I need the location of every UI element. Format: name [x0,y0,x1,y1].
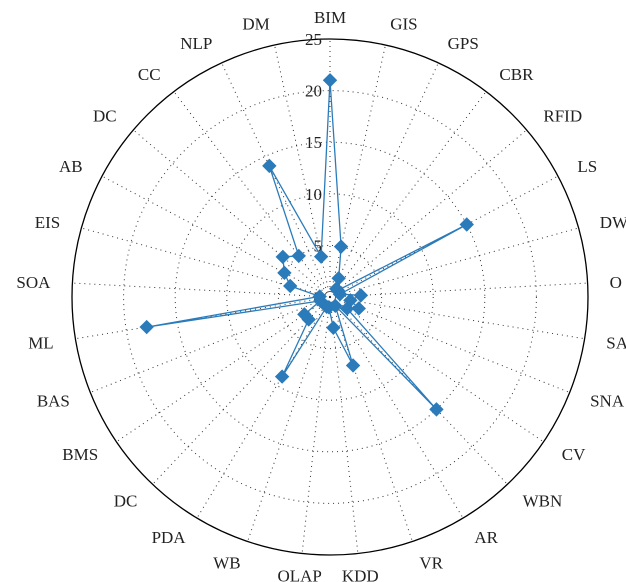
radial-tick-labels: 0510152025 [305,30,322,307]
outer-border [71,38,589,556]
category-label: CV [562,445,586,464]
r-tick-label: 10 [305,185,322,204]
category-label: BAS [37,392,70,411]
category-label: KDD [342,566,379,582]
category-label: GIS [390,15,417,34]
data-point [275,249,291,265]
category-label: AR [474,528,498,547]
grid-spoke [329,175,559,298]
grid-ring [277,244,383,350]
data-point [339,301,355,316]
data-point [274,369,290,384]
category-label: CC [138,65,161,84]
grid-spoke [72,282,331,298]
grid-spoke [274,44,331,298]
category-label: DM [242,15,269,34]
data-point [322,73,338,88]
grid-spoke [329,44,386,298]
r-tick-label: 5 [314,236,323,255]
grid-spoke [133,129,331,298]
grid-spoke [81,227,331,298]
grid-spoke [329,62,439,298]
grid-spoke [101,175,331,298]
grid-spoke [90,296,331,393]
r-tick-label: 15 [305,133,322,152]
category-label: DC [93,107,117,126]
grid-spoke [196,296,331,519]
data-point [297,307,312,322]
category-label: ML [28,333,54,352]
r-tick-label: 20 [305,82,322,101]
grid-spoke [329,227,579,298]
data-point [277,265,292,281]
grid-ring [123,90,537,504]
r-tick-label: 25 [305,30,322,49]
category-labels: BIM GIS GPS CBR RFID LS DW O SA SNA CV WBN AR VR KDD OL… [16,8,626,582]
grid-spoke [329,296,359,554]
category-label: CBR [499,65,534,84]
data-point [332,287,348,302]
category-label: SOA [16,273,51,292]
data-point [291,248,306,264]
data-point [331,271,346,286]
grid-spoke [329,296,508,485]
grid-spoke [116,296,331,443]
data-point [283,278,298,294]
grid-spoke [301,296,331,554]
grid-spoke [329,296,544,443]
series-line [146,80,468,410]
grid-spoke [173,91,331,298]
category-label: BMS [62,445,98,464]
category-label: EIS [35,213,61,232]
category-label: WBN [523,491,563,510]
grid-ring [174,141,486,453]
category-label: DW [600,213,626,232]
category-label: DC [114,491,138,510]
category-label: OLAP [277,566,321,582]
category-label: SNA [590,392,625,411]
grid-spoke [75,296,331,340]
category-label: LS [577,157,597,176]
category-label: BIM [314,8,346,27]
grid-spoke [329,91,487,298]
data-point [139,319,154,335]
category-label: O [610,273,622,292]
grid-spoke [329,282,588,298]
category-label: SA [606,333,626,352]
data-point [326,320,341,335]
category-label: PDA [152,528,187,547]
grid-spoke [247,296,331,542]
data-point [351,301,366,316]
grid-spoke [329,296,570,393]
data-point [353,288,369,303]
grid-spoke [329,129,527,298]
grid-spoke [221,62,331,298]
grid-spoke [152,296,331,485]
category-label: NLP [180,34,212,53]
category-label: GPS [448,34,479,53]
series [139,73,474,417]
data-point [429,402,444,417]
category-label: WB [213,553,240,572]
data-point [262,158,277,174]
data-point [313,249,329,264]
grid-spoke [329,296,585,340]
grid-spoke [329,296,413,542]
data-point [333,239,349,254]
grid [71,38,589,556]
data-point [312,289,327,304]
category-label: AB [59,157,83,176]
grid-ring [226,193,434,401]
category-label: RFID [543,107,582,126]
data-point [345,358,361,373]
grid-spoke [329,296,464,519]
data-point [459,217,474,232]
category-label: VR [419,553,443,572]
